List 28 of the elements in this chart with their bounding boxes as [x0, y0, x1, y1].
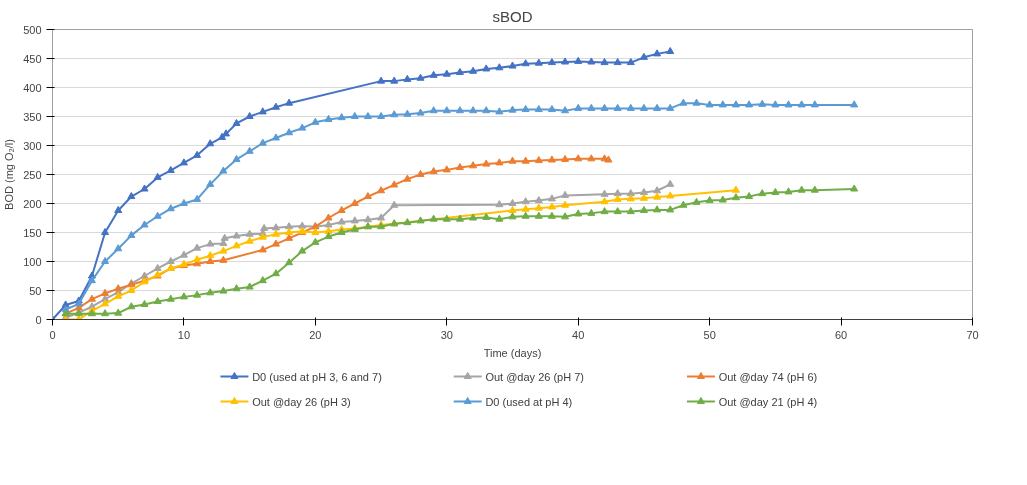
legend-label: Out @day 21 (pH 4) [718, 395, 818, 408]
x-axis-title: Time (days) [483, 346, 542, 359]
x-tick-label: 20 [309, 328, 322, 341]
y-tick-label: 450 [23, 52, 42, 65]
y-tick-label: 500 [23, 23, 42, 36]
x-tick-label: 40 [572, 328, 585, 341]
y-tick-label: 50 [29, 284, 42, 297]
x-tick-label: 30 [440, 328, 453, 341]
legend-label: D0 (used at pH 3, 6 and 7) [252, 370, 382, 383]
x-tick-label: 0 [49, 328, 56, 341]
chart-title: sBOD [492, 7, 533, 25]
y-tick-label: 200 [23, 197, 42, 210]
y-tick-label: 150 [23, 226, 42, 239]
y-tick-label: 350 [23, 110, 42, 123]
legend-label: Out @day 26 (pH 7) [485, 370, 585, 383]
x-tick-label: 10 [177, 328, 191, 341]
y-tick-label: 250 [23, 168, 42, 181]
x-tick-label: 50 [703, 328, 716, 341]
y-tick-label: 0 [35, 313, 42, 326]
x-tick-label: 70 [966, 328, 979, 341]
y-tick-label: 400 [23, 81, 42, 94]
legend-label: D0 (used at pH 4) [485, 395, 573, 408]
x-tick-label: 60 [834, 328, 848, 341]
y-tick-label: 100 [23, 255, 42, 268]
y-axis-title: BOD (mg O₂/l) [3, 139, 16, 210]
legend-label: Out @day 74 (pH 6) [718, 370, 818, 383]
legend-label: Out @day 26 (pH 3) [252, 395, 351, 408]
y-tick-label: 300 [23, 139, 42, 152]
